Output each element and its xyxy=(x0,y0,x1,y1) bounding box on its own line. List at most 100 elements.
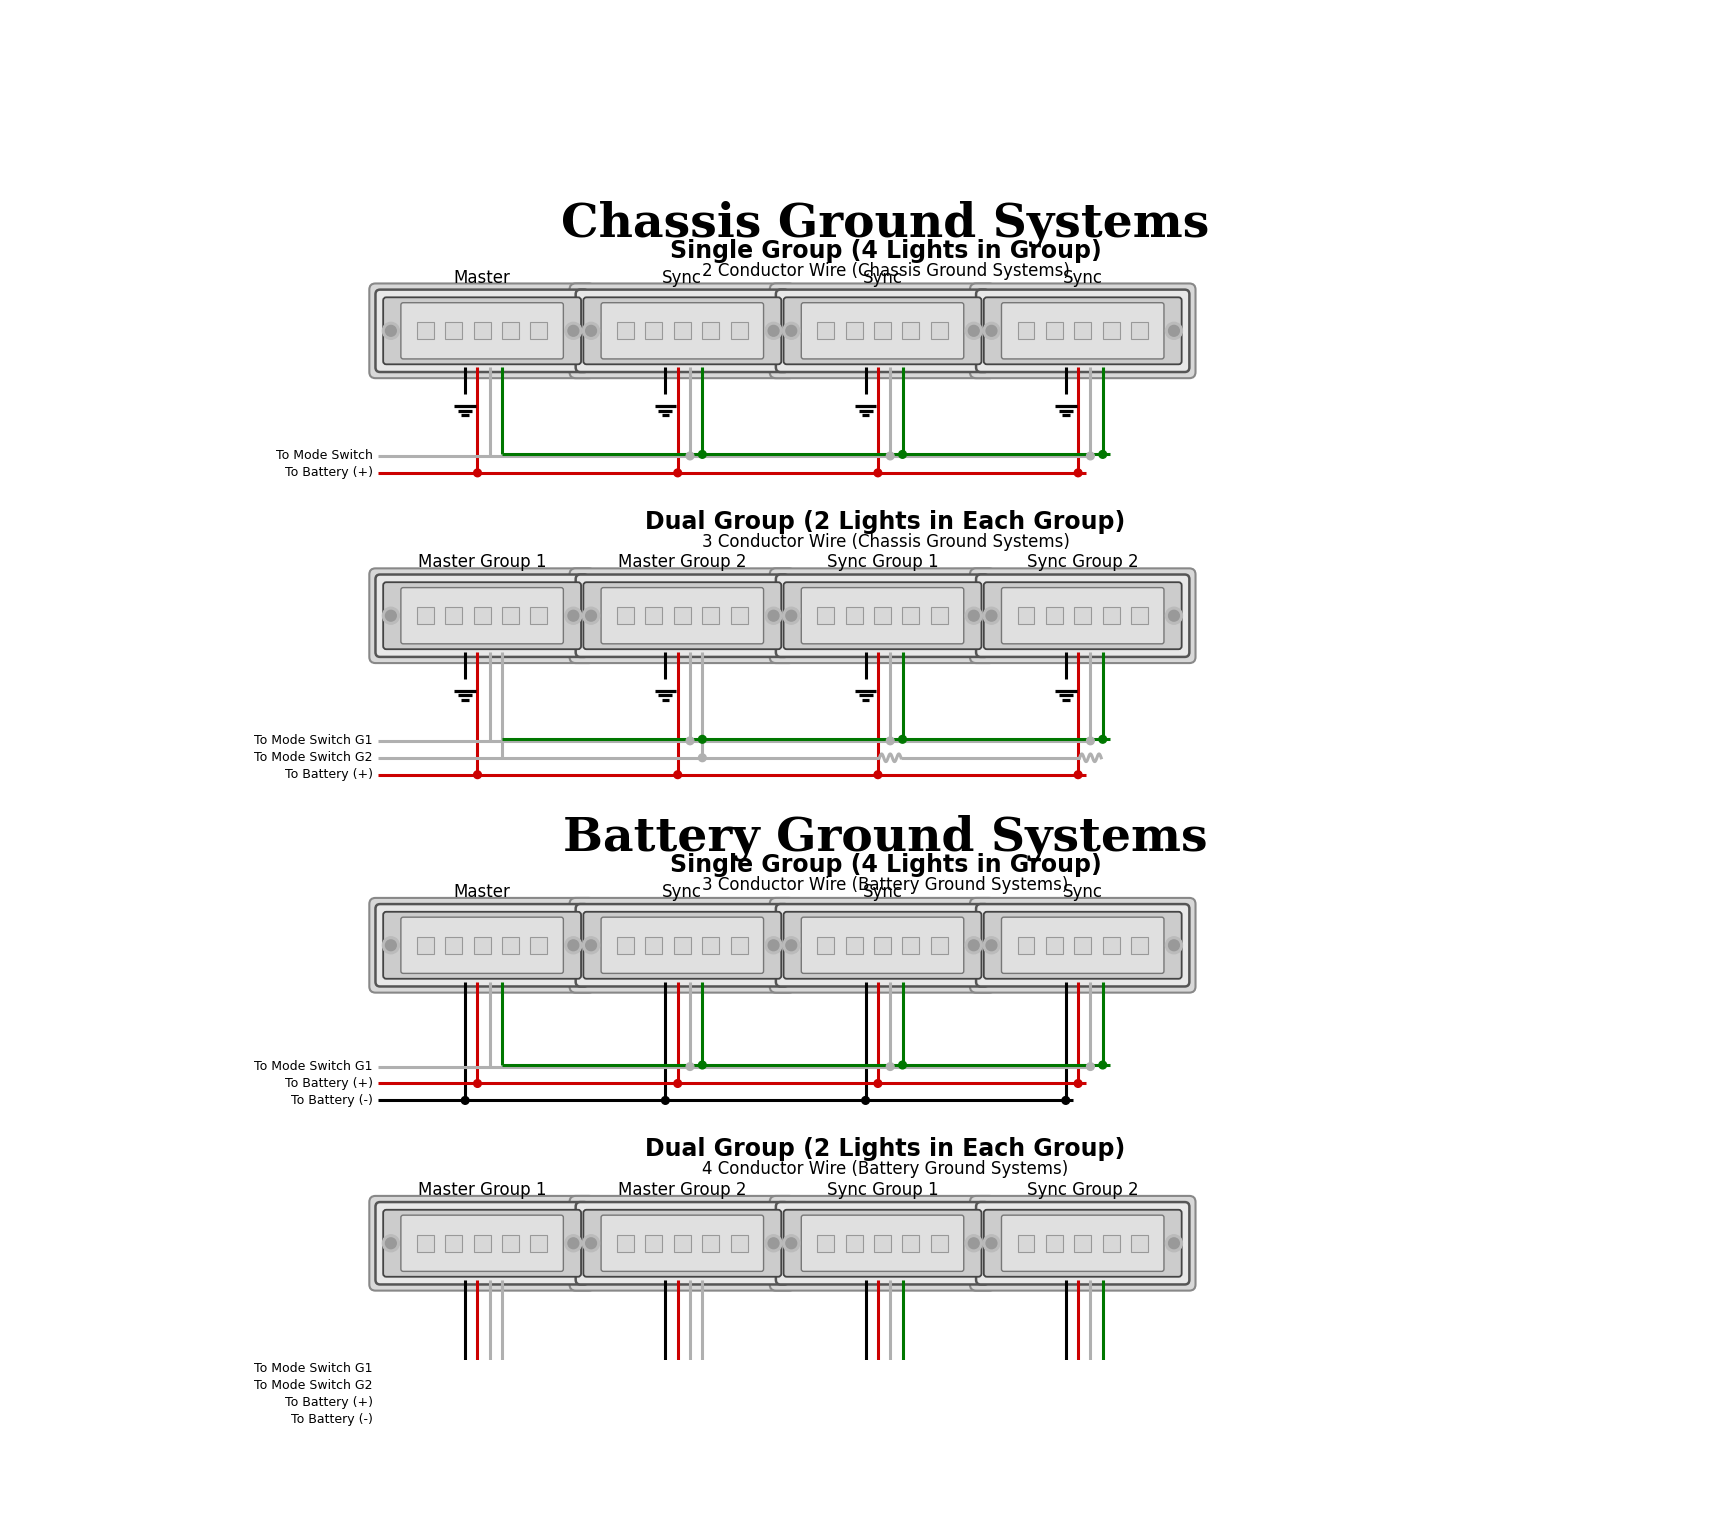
Circle shape xyxy=(565,322,582,339)
Circle shape xyxy=(1075,1398,1082,1406)
Bar xyxy=(1075,937,1090,953)
Circle shape xyxy=(987,325,997,336)
Circle shape xyxy=(1168,940,1178,950)
Circle shape xyxy=(1099,451,1106,458)
Text: To Battery (+): To Battery (+) xyxy=(285,466,373,480)
Text: To Mode Switch G2: To Mode Switch G2 xyxy=(254,1378,373,1392)
Bar xyxy=(1075,607,1090,623)
Circle shape xyxy=(686,452,695,460)
Bar xyxy=(646,937,662,953)
Bar xyxy=(817,1235,835,1251)
Bar xyxy=(817,607,835,623)
FancyBboxPatch shape xyxy=(1002,303,1165,359)
Text: 4 Conductor Wire (Battery Ground Systems): 4 Conductor Wire (Battery Ground Systems… xyxy=(703,1160,1068,1178)
Bar xyxy=(646,322,662,339)
FancyBboxPatch shape xyxy=(769,898,995,993)
Circle shape xyxy=(783,607,800,623)
Circle shape xyxy=(662,1097,669,1105)
FancyBboxPatch shape xyxy=(969,1196,1196,1291)
Bar xyxy=(674,1235,691,1251)
Bar xyxy=(902,937,919,953)
FancyBboxPatch shape xyxy=(976,290,1189,371)
FancyBboxPatch shape xyxy=(584,1210,781,1277)
Circle shape xyxy=(968,610,980,620)
FancyBboxPatch shape xyxy=(783,298,982,364)
Bar xyxy=(646,607,662,623)
Circle shape xyxy=(674,1080,681,1088)
Bar xyxy=(931,937,947,953)
FancyBboxPatch shape xyxy=(601,1215,764,1271)
Circle shape xyxy=(385,1238,396,1248)
Bar xyxy=(503,937,518,953)
Bar xyxy=(1018,607,1035,623)
FancyBboxPatch shape xyxy=(969,898,1196,993)
FancyBboxPatch shape xyxy=(776,290,988,371)
Circle shape xyxy=(786,940,797,950)
Circle shape xyxy=(983,1235,1001,1251)
Bar xyxy=(416,1235,434,1251)
FancyBboxPatch shape xyxy=(802,303,964,359)
Bar xyxy=(530,607,548,623)
FancyBboxPatch shape xyxy=(575,1203,790,1285)
FancyBboxPatch shape xyxy=(570,898,795,993)
Circle shape xyxy=(1165,1235,1182,1251)
Circle shape xyxy=(783,1235,800,1251)
Bar xyxy=(1102,937,1120,953)
Bar xyxy=(1045,322,1063,339)
Circle shape xyxy=(968,1238,980,1248)
Text: Master Group 2: Master Group 2 xyxy=(619,553,746,571)
Text: To Mode Switch G2: To Mode Switch G2 xyxy=(254,752,373,764)
Circle shape xyxy=(698,753,707,761)
FancyBboxPatch shape xyxy=(802,917,964,973)
Text: Master: Master xyxy=(454,883,510,902)
Text: To Mode Switch G1: To Mode Switch G1 xyxy=(254,1060,373,1073)
FancyBboxPatch shape xyxy=(983,1210,1182,1277)
Bar xyxy=(902,607,919,623)
FancyBboxPatch shape xyxy=(570,568,795,663)
Circle shape xyxy=(569,610,579,620)
FancyBboxPatch shape xyxy=(802,588,964,643)
Bar xyxy=(674,607,691,623)
Circle shape xyxy=(698,451,707,458)
Bar xyxy=(503,1235,518,1251)
Circle shape xyxy=(966,937,982,953)
Circle shape xyxy=(987,610,997,620)
Circle shape xyxy=(698,1060,707,1070)
Bar xyxy=(1102,322,1120,339)
FancyBboxPatch shape xyxy=(370,568,594,663)
FancyBboxPatch shape xyxy=(976,905,1189,987)
FancyBboxPatch shape xyxy=(601,588,764,643)
Bar xyxy=(674,937,691,953)
FancyBboxPatch shape xyxy=(776,905,988,987)
FancyBboxPatch shape xyxy=(384,582,581,649)
Text: Single Group (4 Lights in Group): Single Group (4 Lights in Group) xyxy=(670,853,1101,877)
Text: To Mode Switch: To Mode Switch xyxy=(276,449,373,463)
Circle shape xyxy=(987,940,997,950)
Bar xyxy=(1045,607,1063,623)
FancyBboxPatch shape xyxy=(1002,588,1165,643)
FancyBboxPatch shape xyxy=(575,905,790,987)
Circle shape xyxy=(968,325,980,336)
Bar xyxy=(902,1235,919,1251)
Circle shape xyxy=(1099,1363,1106,1371)
Circle shape xyxy=(385,325,396,336)
Text: Sync: Sync xyxy=(1063,269,1102,287)
Circle shape xyxy=(1063,1415,1070,1423)
Circle shape xyxy=(783,937,800,953)
Bar xyxy=(1130,607,1147,623)
Circle shape xyxy=(983,607,1001,623)
Text: To Battery (+): To Battery (+) xyxy=(285,769,373,781)
FancyBboxPatch shape xyxy=(776,575,988,657)
FancyBboxPatch shape xyxy=(783,582,982,649)
Bar xyxy=(446,1235,461,1251)
Text: Sync Group 1: Sync Group 1 xyxy=(826,553,938,571)
Circle shape xyxy=(686,736,695,744)
Circle shape xyxy=(899,451,907,458)
Circle shape xyxy=(987,1238,997,1248)
Circle shape xyxy=(461,1097,468,1105)
FancyBboxPatch shape xyxy=(769,1196,995,1291)
Bar xyxy=(1018,322,1035,339)
Bar xyxy=(446,937,461,953)
Circle shape xyxy=(586,1238,596,1248)
Bar xyxy=(503,607,518,623)
